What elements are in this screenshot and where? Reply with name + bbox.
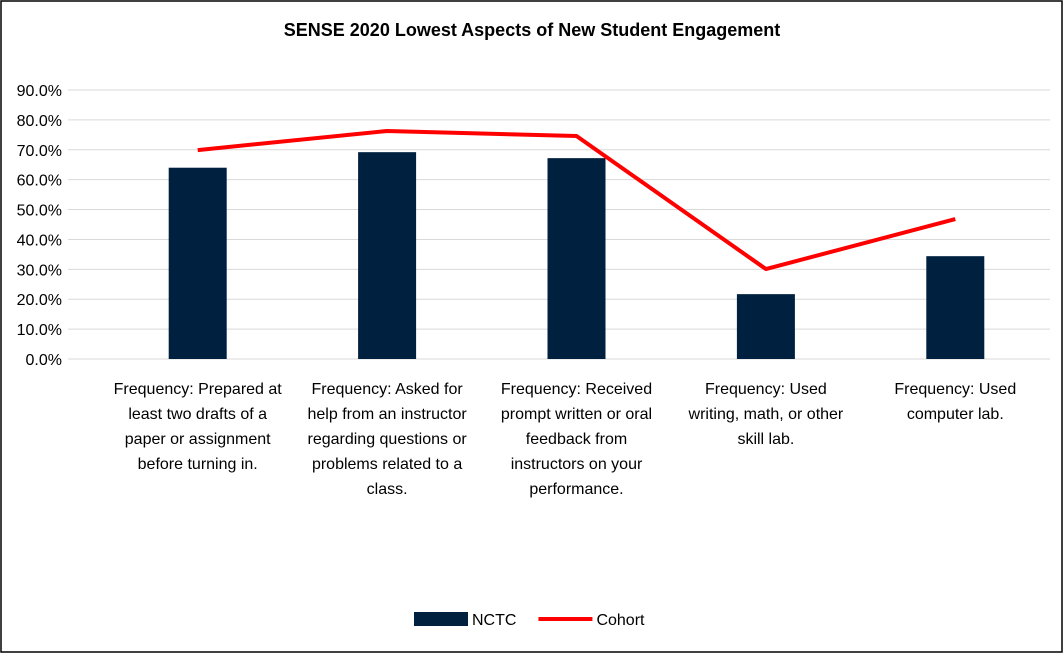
bar bbox=[358, 152, 417, 359]
y-tick-label: 20.0% bbox=[17, 292, 62, 309]
y-tick-label: 70.0% bbox=[17, 143, 62, 160]
bar bbox=[168, 167, 227, 359]
legend-label: Cohort bbox=[596, 612, 645, 629]
y-tick-label: 40.0% bbox=[17, 232, 62, 249]
y-tick-label: 80.0% bbox=[17, 113, 62, 130]
y-tick-label: 10.0% bbox=[17, 322, 62, 339]
legend-label: NCTC bbox=[472, 612, 516, 629]
y-tick-label: 0.0% bbox=[26, 352, 62, 369]
x-tick-label: Frequency: Received prompt written or ora… bbox=[501, 381, 652, 498]
y-tick-label: 60.0% bbox=[17, 173, 62, 190]
x-tick-label: Frequency: Asked for help from an instruc… bbox=[307, 381, 467, 498]
x-tick-label: Frequency: Used computer lab. bbox=[894, 381, 1016, 423]
y-tick-label: 50.0% bbox=[17, 203, 62, 220]
x-tick-label: Frequency: Prepared at least two drafts o… bbox=[114, 381, 283, 473]
bar bbox=[547, 158, 606, 359]
bar bbox=[926, 256, 985, 359]
line bbox=[197, 128, 956, 272]
chart-title: SENSE 2020 Lowest Aspects of New Student… bbox=[284, 20, 780, 40]
y-tick-label: 30.0% bbox=[17, 262, 62, 279]
x-tick-label: Frequency: Used writing, math, or other sk… bbox=[688, 381, 844, 448]
bar bbox=[736, 294, 795, 359]
legend-swatch bbox=[414, 612, 468, 626]
y-tick-label: 90.0% bbox=[17, 83, 62, 100]
